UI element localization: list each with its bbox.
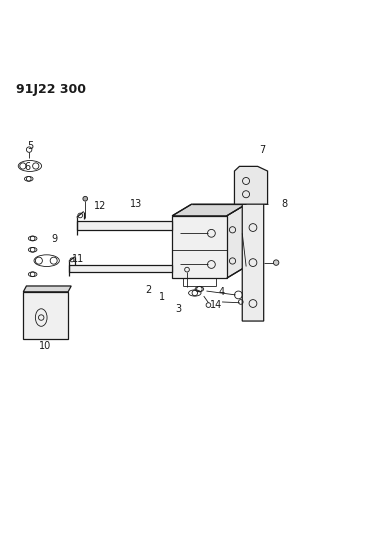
Polygon shape xyxy=(23,292,68,338)
Text: 5: 5 xyxy=(27,141,33,151)
Bar xyxy=(69,264,172,272)
Text: 6: 6 xyxy=(24,161,30,172)
Text: 4: 4 xyxy=(218,287,224,297)
Text: 12: 12 xyxy=(94,201,107,211)
Circle shape xyxy=(83,196,88,201)
Polygon shape xyxy=(242,200,264,321)
Text: 3: 3 xyxy=(175,304,181,314)
Text: 13: 13 xyxy=(130,199,142,209)
Polygon shape xyxy=(23,286,71,292)
Bar xyxy=(77,221,172,230)
Text: 10: 10 xyxy=(39,341,51,351)
Text: 14: 14 xyxy=(210,300,222,310)
Text: 2: 2 xyxy=(145,285,152,295)
Polygon shape xyxy=(235,166,267,204)
Text: 11: 11 xyxy=(72,254,84,264)
Circle shape xyxy=(273,260,279,265)
Text: 91J22 300: 91J22 300 xyxy=(16,83,86,96)
Polygon shape xyxy=(172,204,246,216)
Text: 7: 7 xyxy=(259,146,265,156)
Text: 8: 8 xyxy=(281,199,287,209)
Text: 9: 9 xyxy=(51,234,57,244)
Bar xyxy=(172,216,227,278)
Text: 1: 1 xyxy=(159,292,165,302)
Polygon shape xyxy=(227,204,246,278)
